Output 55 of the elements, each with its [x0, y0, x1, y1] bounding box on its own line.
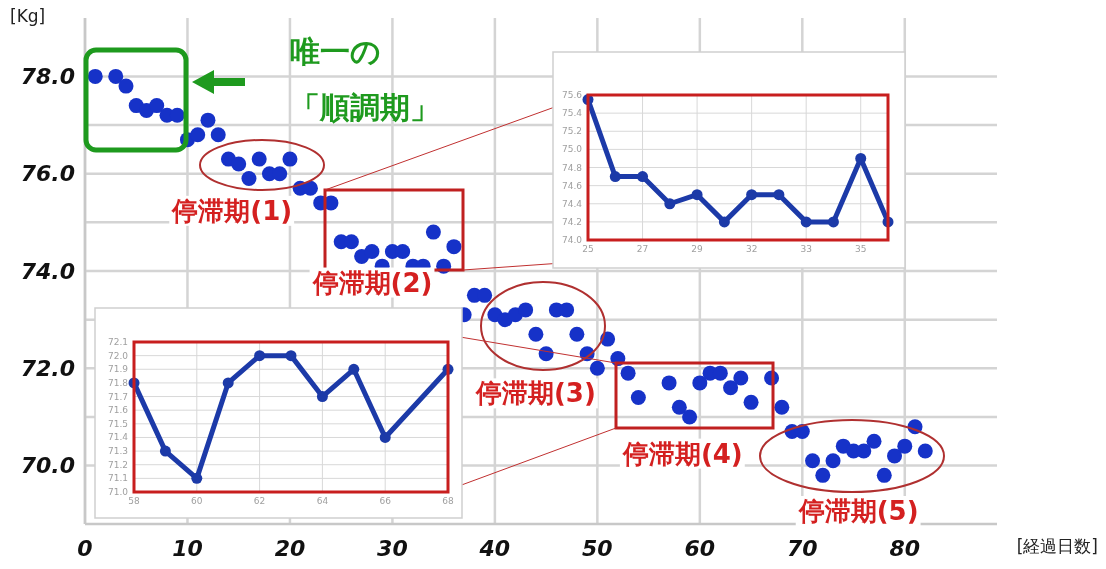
x-tick-label: 70 [786, 535, 818, 561]
y-tick-label: 71.1 [107, 473, 128, 484]
y-tick-label: 71.4 [107, 432, 129, 443]
x-tick-label: 25 [582, 244, 594, 254]
annotation: 唯一の「順調期」 [289, 34, 440, 125]
x-tick-label: 64 [316, 496, 329, 506]
x-tick-label: 60 [684, 535, 716, 561]
y-tick-label: 75.0 [561, 144, 583, 155]
x-tick-label: 62 [253, 496, 266, 506]
x-tick-label: 58 [128, 496, 140, 506]
x-tick-label: 66 [379, 496, 392, 506]
y-tick-label: 70.0 [20, 453, 75, 479]
y-tick-label: 71.9 [107, 364, 129, 375]
y-tick-label: 75.4 [561, 108, 583, 119]
annotation: 停滞期(4) [621, 438, 743, 469]
x-axis-title: [経過日数] [1016, 536, 1098, 556]
x-tick-label: 60 [191, 496, 203, 506]
y-tick-label: 71.8 [107, 377, 129, 388]
x-tick-label: 32 [745, 244, 758, 254]
y-tick-label: 71.0 [107, 487, 129, 497]
y-tick-label: 76.0 [20, 161, 75, 187]
x-tick-label: 50 [582, 535, 613, 561]
y-tick-label: 71.7 [107, 391, 128, 402]
x-tick-label: 80 [889, 535, 921, 561]
y-tick-label: 74.2 [561, 216, 582, 227]
x-tick-label: 33 [800, 244, 812, 254]
y-tick-label: 71.6 [107, 405, 129, 416]
y-tick-label: 74.8 [561, 162, 583, 173]
x-tick-label: 35 [855, 244, 867, 254]
x-tick-label: 27 [636, 244, 649, 254]
y-tick-label: 78.0 [20, 63, 75, 89]
y-tick-label: 74.6 [561, 180, 583, 191]
y-tick-label: 72.0 [107, 350, 129, 361]
y-tick-label: 71.2 [107, 459, 128, 470]
y-tick-label: 74.0 [20, 258, 75, 284]
x-tick-label: 0 [77, 535, 93, 561]
y-tick-label: 75.2 [561, 126, 582, 137]
annotation: 停滞期(2) [311, 267, 433, 298]
y-tick-label: 75.6 [561, 90, 583, 100]
annotation: 停滞期(1) [171, 195, 293, 226]
y-tick-label: 71.3 [107, 446, 128, 457]
y-tick-label: 74.4 [561, 198, 583, 209]
y-tick-label: 71.5 [107, 418, 128, 429]
x-tick-label: 29 [691, 244, 704, 254]
x-tick-label: 20 [274, 535, 306, 561]
y-tick-label: 74.0 [561, 235, 583, 245]
annotation: 停滞期(3) [474, 378, 596, 409]
annotation: 停滞期(5) [797, 496, 919, 527]
x-tick-label: 68 [442, 496, 454, 506]
x-tick-label: 10 [172, 535, 203, 561]
x-tick-label: 30 [377, 535, 408, 561]
x-tick-label: 40 [478, 535, 511, 561]
y-axis-title: [Kg] [10, 6, 46, 26]
y-tick-label: 72.1 [107, 337, 128, 347]
y-tick-label: 72.0 [20, 355, 75, 381]
